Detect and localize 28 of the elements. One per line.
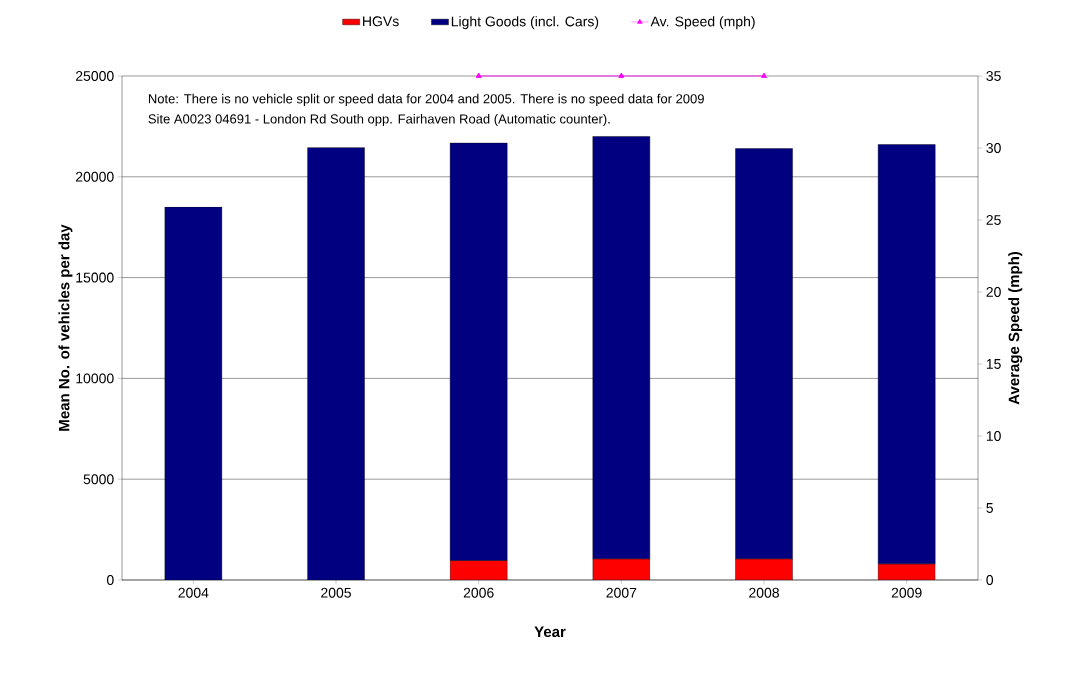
y-tick-label: 5000: [83, 474, 114, 485]
x-tick-label: 2007: [606, 587, 637, 598]
y-tick-label: 15000: [76, 272, 114, 283]
annotation: Note: There is no vehicle split or speed data for 2004 and 2005. There is no speed data for 2009: [148, 93, 704, 106]
y2-tick-label: 20: [986, 287, 1001, 297]
y2-tick-label: 30: [986, 143, 1001, 153]
x-tick-label: 2004: [178, 587, 209, 598]
y2-tick-label: 35: [986, 71, 1001, 81]
y2-tick-label: 5: [986, 503, 994, 513]
y2-tick-label: 10: [986, 431, 1001, 441]
y2-tick-label: 15: [986, 359, 1001, 369]
y2-tick-label: 0: [986, 575, 994, 585]
y-axis-title: Mean No. of vehicles per day: [58, 224, 73, 431]
y2-axis-title: Average Speed (mph): [1008, 251, 1023, 405]
x-tick-label: 2008: [749, 587, 779, 598]
legend-label: HGVs: [363, 16, 399, 27]
annotation: Site A0023 04691 - London Rd South opp. Fairhaven Road (Automatic counter).: [148, 113, 610, 127]
y-tick-label: 20000: [75, 171, 114, 182]
legend-label: Av. Speed (mph): [650, 16, 755, 30]
y2-tick-label: 25: [986, 215, 1001, 225]
y-tick-label: 0: [106, 575, 114, 585]
x-axis-title: Year: [534, 626, 566, 638]
x-tick-label: 2006: [463, 587, 494, 598]
legend-label: Light Goods (incl. Cars): [451, 16, 599, 30]
y-tick-label: 10000: [76, 373, 114, 384]
x-tick-label: 2005: [321, 587, 351, 598]
x-tick-label: 2009: [891, 587, 922, 598]
y-tick-label: 25000: [75, 71, 114, 81]
